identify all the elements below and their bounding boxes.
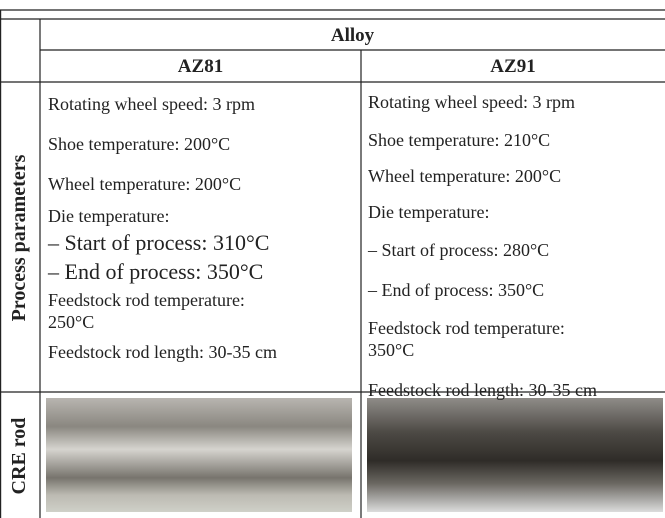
cell-line: – Start of process: 280°C xyxy=(368,239,549,261)
cell-line: – Start of process: 310°C xyxy=(48,230,269,256)
cell-line: Wheel temperature: 200°C xyxy=(48,173,241,195)
cell-line: Rotating wheel speed: 3 rpm xyxy=(368,91,575,113)
cell-line: 350°C xyxy=(368,339,414,361)
cell-line: 250°C xyxy=(48,311,94,333)
header-title: Alloy xyxy=(40,25,665,47)
cell-line: – End of process: 350°C xyxy=(48,259,263,285)
rod-photo-az91 xyxy=(367,398,663,512)
cell-line: Feedstock rod temperature: xyxy=(48,289,245,311)
cell-line: Shoe temperature: 210°C xyxy=(368,129,550,151)
rod-photo-az81 xyxy=(46,398,352,512)
cell-line: Feedstock rod length: 30-35 cm xyxy=(368,379,597,401)
cell-line: – End of process: 350°C xyxy=(368,279,544,301)
cell-line: Die temperature: xyxy=(48,205,169,227)
cell-line: Rotating wheel speed: 3 rpm xyxy=(48,93,255,115)
table-page: Alloy AZ81 AZ91 Process parameters CRE r… xyxy=(0,0,665,518)
cell-line: Wheel temperature: 200°C xyxy=(368,165,561,187)
cell-line: Shoe temperature: 200°C xyxy=(48,133,230,155)
cell-line: Die temperature: xyxy=(368,201,489,223)
column-header: AZ91 xyxy=(361,56,665,78)
cell-line: Feedstock rod length: 30-35 cm xyxy=(48,341,277,363)
cell-line: Feedstock rod temperature: xyxy=(368,317,565,339)
row-label: CRE rod xyxy=(8,396,32,516)
column-header: AZ81 xyxy=(40,56,361,78)
row-label: Process parameters xyxy=(8,108,32,368)
